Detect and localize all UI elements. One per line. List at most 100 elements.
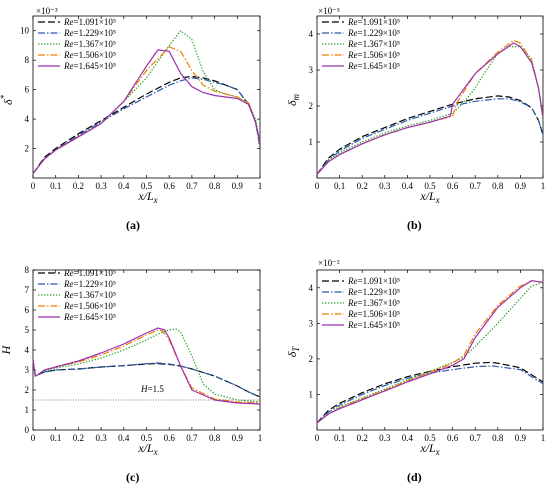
panel-c-series-line-4 <box>32 327 261 405</box>
panel-d-xtick-label: 0.9 <box>515 433 527 443</box>
panel-a-series-line-4 <box>32 49 261 174</box>
panel-b-xtick-label: 0.9 <box>515 181 527 191</box>
panel-b-xtick-label: 0.2 <box>357 181 368 191</box>
panel-a-ylabel: δ* <box>0 94 15 105</box>
panel-c-xtick-label: 0.2 <box>73 433 84 443</box>
panel-b-legend-label-1: Re=1.229×10⁵ <box>347 28 400 38</box>
panel-d-xtick-label: 0.2 <box>357 433 368 443</box>
panel-d-xlabel: x/Lx <box>419 441 439 457</box>
panel-c-xtick-label: 1 <box>258 433 263 443</box>
panel-b-xtick-label: 0.8 <box>492 181 504 191</box>
panel-c-ytick-label: 6 <box>25 305 30 315</box>
panel-d-xtick-label: 0.8 <box>492 433 504 443</box>
panel-c-ytick-label: 4 <box>25 345 30 355</box>
panel-b-xtick-label: 1 <box>541 181 546 191</box>
panel-d-legend-label-1: Re=1.229×10⁵ <box>347 287 400 297</box>
panel-d-xtick-label: 0.5 <box>424 433 436 443</box>
panel-a-xtick-label: 0.2 <box>73 181 84 191</box>
panel-b-series-line-4 <box>316 42 544 175</box>
panel-b-series-line-2 <box>316 45 544 175</box>
panel-b-xtick-label: 0.4 <box>402 181 414 191</box>
panel-c-xlabel: x/Lx <box>137 441 157 457</box>
panel-d-legend-label-0: Re=1.091×10⁵ <box>347 276 400 286</box>
panel-a-series-line-2 <box>32 30 261 174</box>
panel-a-caption: (a) <box>126 218 140 232</box>
panel-c-ytick-label: 3 <box>25 365 30 375</box>
panel-c-legend-label-3: Re=1.506×10⁵ <box>63 301 116 311</box>
panel-c-ytick-label: 5 <box>25 325 30 335</box>
panel-d-xtick-label: 0.1 <box>334 433 345 443</box>
panel-a-ytick-label: 2 <box>25 144 30 154</box>
panel-b-xtick-label: 0.5 <box>424 181 436 191</box>
panel-d-xtick-label: 1 <box>541 433 546 443</box>
panel-b-legend-label-3: Re=1.506×10⁵ <box>347 50 400 60</box>
panel-b-series-line-1 <box>316 98 544 175</box>
panel-b-xtick-label: 0.6 <box>447 181 459 191</box>
panel-d-ytick-label: 3 <box>309 318 314 328</box>
panel-a-xtick-label: 0.8 <box>209 181 221 191</box>
panel-d-ytick-label: 4 <box>309 283 314 293</box>
panel-c-xtick-label: 0.8 <box>209 433 221 443</box>
panel-c-legend-label-1: Re=1.229×10⁵ <box>63 279 116 289</box>
panel-c-axes: 0 0.1 0.2 0.3 0.4 0.5 0.6 0.7 0.8 0.9 1 0 1 2 3 4 5 6 7 8 Re… <box>25 265 263 443</box>
panel-c-ytick-label: 2 <box>25 385 30 395</box>
panel-a-xtick-label: 0.3 <box>95 181 107 191</box>
panel-c-ytick-label: 7 <box>25 285 30 295</box>
panel-c-xtick-label: 0.5 <box>141 433 153 443</box>
panel-d-xtick-label: 0 <box>315 433 320 443</box>
panel-b-caption: (b) <box>407 218 422 232</box>
panel-d: ×10⁻² 0 0.1 0.2 0.3 0.4 0.5 0.6 0.7 0.8 0.9 1 1 2 3 4 R… <box>285 258 545 484</box>
panel-c-ylabel: H <box>0 344 13 355</box>
panel-c-xtick-label: 0.9 <box>232 433 244 443</box>
panel-a-xtick-label: 0.7 <box>186 181 198 191</box>
panel-a-legend-label-3: Re=1.506×10⁵ <box>63 50 116 60</box>
panel-d-xtick-label: 0.6 <box>447 433 459 443</box>
panel-b-ytick-label: 3 <box>309 65 314 75</box>
panel-b-xlabel: x/Lx <box>419 189 439 205</box>
panel-c-xtick-label: 0 <box>31 433 36 443</box>
panel-b-ylabel: δm <box>285 93 301 106</box>
panel-c-xtick-label: 0.4 <box>118 433 130 443</box>
panel-d-axes: 0 0.1 0.2 0.3 0.4 0.5 0.6 0.7 0.8 0.9 1 1 2 3 4 Re=1.09… <box>309 269 546 443</box>
panel-b-ytick-label: 2 <box>309 101 314 111</box>
panel-a-axes: 0 0.1 0.2 0.3 0.4 0.5 0.6 0.7 0.8 0.9 1 2 4 6 8 10 Re=1.… <box>20 15 263 191</box>
panel-c-caption: (c) <box>126 470 139 484</box>
panel-c-legend-label-2: Re=1.367×10⁵ <box>63 290 116 300</box>
panel-d-series-line-4 <box>316 280 544 424</box>
panel-a-xlabel: x/Lx <box>137 189 157 205</box>
panel-b-xtick-label: 0 <box>315 181 320 191</box>
panel-a-xtick-label: 0.9 <box>232 181 244 191</box>
panel-d-legend-label-3: Re=1.506×10⁵ <box>347 309 400 319</box>
panel-d-multiplier: ×10⁻² <box>318 258 340 268</box>
panel-a-ytick-label: 6 <box>25 85 30 95</box>
panel-a-legend-label-0: Re=1.091×10⁵ <box>63 17 116 27</box>
panel-c-legend-label-4: Re=1.645×10⁵ <box>63 312 116 322</box>
panel-a-xtick-label: 1 <box>258 181 263 191</box>
panel-c: 0 0.1 0.2 0.3 0.4 0.5 0.6 0.7 0.8 0.9 1 0 1 2 3 4 5 6 7 8 Re… <box>0 265 262 484</box>
panel-a-xtick-label: 0.6 <box>164 181 176 191</box>
panel-d-xtick-label: 0.4 <box>402 433 414 443</box>
panel-c-series-line-1 <box>32 359 261 398</box>
panel-b-ytick-label: 1 <box>309 137 314 147</box>
panel-d-xtick-label: 0.7 <box>470 433 482 443</box>
panel-c-xtick-label: 0.7 <box>186 433 198 443</box>
panel-d-ytick-label: 1 <box>309 389 314 399</box>
panel-b-legend-label-0: Re=1.091×10⁵ <box>347 17 400 27</box>
panel-b-legend-label-4: Re=1.645×10⁵ <box>347 61 400 71</box>
panel-c-series-line-2 <box>32 328 261 403</box>
panel-c-ytick-label: 8 <box>25 265 30 275</box>
panel-d-series-line-1 <box>316 365 544 424</box>
panel-a-legend-label-2: Re=1.367×10⁵ <box>63 39 116 49</box>
panel-d-series-line-0 <box>316 361 544 424</box>
panel-a-multiplier: ×10⁻³ <box>36 6 58 16</box>
panel-a-xtick-label: 0.1 <box>50 181 61 191</box>
panel-a-ytick-label: 8 <box>25 55 30 65</box>
panel-b: ×10⁻³ 0 0.1 0.2 0.3 0.4 0.5 0.6 0.7 0.8 0.9 1 1 2 3 4 R… <box>285 6 545 232</box>
panel-a-ytick-label: 10 <box>20 26 30 36</box>
panel-c-xtick-label: 0.6 <box>164 433 176 443</box>
panel-d-series-line-3 <box>316 280 544 424</box>
panel-c-series-line-3 <box>32 329 261 404</box>
panel-d-series-line-2 <box>316 281 544 424</box>
panel-d-ytick-label: 2 <box>309 354 314 364</box>
panel-d-xtick-label: 0.3 <box>379 433 391 443</box>
